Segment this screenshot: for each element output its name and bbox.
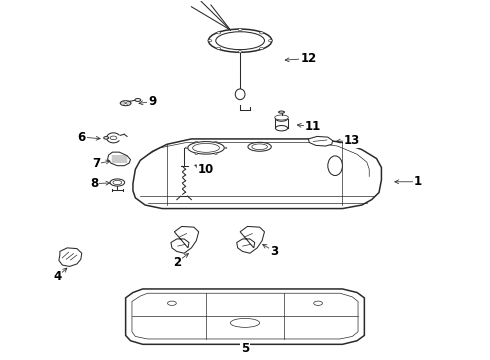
Ellipse shape bbox=[269, 40, 272, 42]
Ellipse shape bbox=[110, 136, 117, 140]
Ellipse shape bbox=[110, 179, 124, 186]
Text: 6: 6 bbox=[77, 131, 86, 144]
Ellipse shape bbox=[185, 147, 188, 149]
Ellipse shape bbox=[195, 153, 198, 154]
Ellipse shape bbox=[275, 126, 288, 131]
Ellipse shape bbox=[260, 32, 264, 34]
Polygon shape bbox=[133, 139, 381, 208]
Ellipse shape bbox=[217, 48, 221, 50]
Ellipse shape bbox=[275, 115, 288, 120]
Ellipse shape bbox=[113, 180, 122, 185]
Ellipse shape bbox=[135, 99, 141, 102]
Polygon shape bbox=[308, 136, 333, 146]
Ellipse shape bbox=[224, 147, 227, 149]
Text: 5: 5 bbox=[241, 342, 249, 355]
Text: 3: 3 bbox=[270, 245, 278, 258]
Ellipse shape bbox=[120, 101, 131, 106]
Text: 4: 4 bbox=[53, 270, 62, 283]
Ellipse shape bbox=[214, 153, 217, 154]
Polygon shape bbox=[132, 293, 358, 339]
Text: 10: 10 bbox=[198, 163, 214, 176]
Text: 11: 11 bbox=[305, 120, 321, 133]
Text: 8: 8 bbox=[90, 177, 98, 190]
Ellipse shape bbox=[328, 156, 343, 176]
Ellipse shape bbox=[195, 141, 198, 143]
Text: 13: 13 bbox=[344, 134, 360, 147]
Ellipse shape bbox=[279, 111, 285, 113]
Polygon shape bbox=[171, 226, 199, 253]
Ellipse shape bbox=[168, 301, 176, 305]
Ellipse shape bbox=[217, 32, 221, 34]
Ellipse shape bbox=[104, 136, 109, 139]
Ellipse shape bbox=[214, 141, 217, 143]
Polygon shape bbox=[59, 248, 82, 266]
Ellipse shape bbox=[208, 40, 212, 42]
Ellipse shape bbox=[238, 28, 242, 31]
Ellipse shape bbox=[188, 141, 224, 154]
Ellipse shape bbox=[248, 142, 271, 151]
Ellipse shape bbox=[260, 48, 264, 50]
Ellipse shape bbox=[252, 144, 268, 150]
Ellipse shape bbox=[238, 51, 242, 53]
Polygon shape bbox=[125, 289, 365, 344]
Ellipse shape bbox=[208, 29, 272, 52]
Text: 12: 12 bbox=[300, 52, 317, 65]
Ellipse shape bbox=[216, 32, 265, 50]
Polygon shape bbox=[237, 226, 265, 253]
Polygon shape bbox=[108, 152, 130, 166]
Text: 1: 1 bbox=[414, 175, 422, 188]
Ellipse shape bbox=[193, 143, 220, 152]
Ellipse shape bbox=[314, 301, 322, 305]
Ellipse shape bbox=[235, 89, 245, 100]
Text: 9: 9 bbox=[148, 95, 156, 108]
Text: 2: 2 bbox=[173, 256, 181, 269]
Ellipse shape bbox=[275, 116, 288, 121]
Text: 7: 7 bbox=[92, 157, 100, 170]
Ellipse shape bbox=[230, 319, 260, 327]
